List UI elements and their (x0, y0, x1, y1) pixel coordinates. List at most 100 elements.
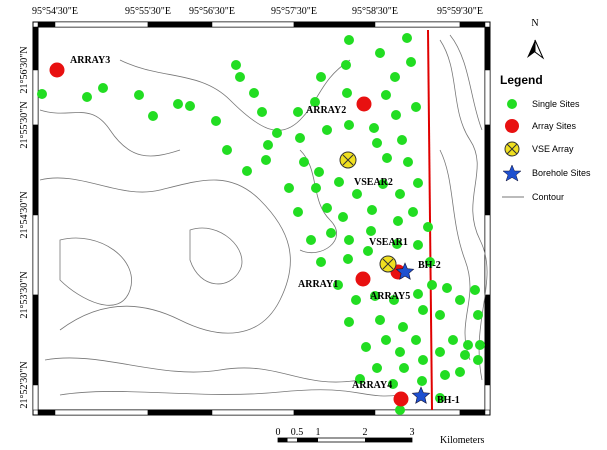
scale-label: 1 (316, 427, 321, 438)
border-segment (484, 69, 491, 126)
single-site (82, 92, 92, 102)
north-label: N (531, 18, 538, 29)
array-site (49, 62, 65, 78)
single-site (418, 355, 428, 365)
legend: Legend Single Sites Array Sites VSE Arra… (500, 73, 591, 202)
single-site (293, 207, 303, 217)
single-site (322, 125, 332, 135)
single-site (372, 138, 382, 148)
single-site (363, 246, 373, 256)
border-segment (32, 214, 39, 296)
legend-label: Array Sites (532, 121, 577, 131)
single-site (473, 310, 483, 320)
single-site (263, 140, 273, 150)
scale-label: 3 (410, 427, 415, 438)
longitude-label: 95°55'30"E (125, 6, 171, 17)
border-segment (484, 214, 491, 296)
single-site (473, 355, 483, 365)
single-site (235, 72, 245, 82)
sites (37, 33, 485, 415)
single-site (316, 72, 326, 82)
borehole-site (395, 262, 415, 280)
border-segment (37, 21, 56, 28)
map-area (37, 26, 486, 411)
longitude-label: 95°57'30"E (271, 6, 317, 17)
single-site (272, 128, 282, 138)
single-site (355, 374, 365, 384)
single-site (314, 167, 324, 177)
single-site (381, 335, 391, 345)
single-site (333, 280, 343, 290)
single-site (382, 153, 392, 163)
latitude-label: 21°53'30"N (19, 271, 30, 318)
single-site (435, 347, 445, 357)
single-site (344, 35, 354, 45)
border-segment (54, 409, 149, 416)
latitude-label: 21°52'30"N (19, 361, 30, 408)
single-site (372, 363, 382, 373)
legend-label: VSE Array (532, 144, 574, 154)
contours (39, 34, 488, 397)
single-site (398, 322, 408, 332)
single-site (395, 405, 405, 415)
single-site (395, 347, 405, 357)
longitude-label: 95°56'30"E (189, 6, 235, 17)
border-segment (32, 69, 39, 126)
border-segment (459, 409, 486, 416)
legend-symbol (504, 141, 520, 157)
single-site (231, 60, 241, 70)
border-segment (211, 409, 295, 416)
borehole-site (411, 386, 431, 404)
legend-label: Borehole Sites (532, 168, 591, 178)
single-site (242, 166, 252, 176)
vse-array-cross (342, 154, 354, 166)
single-site (249, 88, 259, 98)
site-label: BH-1 (437, 395, 460, 406)
single-site (427, 280, 437, 290)
border-segment (293, 409, 376, 416)
single-site (392, 239, 402, 249)
single-site (299, 157, 309, 167)
single-site (311, 183, 321, 193)
single-site (413, 289, 423, 299)
single-site (411, 102, 421, 112)
border-segment (459, 21, 486, 28)
border-segment (293, 21, 376, 28)
single-site (381, 90, 391, 100)
single-site (326, 228, 336, 238)
single-site (306, 235, 316, 245)
single-site (361, 342, 371, 352)
longitude-label: 95°54'30"E (32, 6, 78, 17)
single-site (134, 90, 144, 100)
single-site (435, 393, 445, 403)
single-site (344, 317, 354, 327)
legend-label: Single Sites (532, 99, 580, 109)
single-site (390, 72, 400, 82)
single-site (399, 363, 409, 373)
single-site (369, 123, 379, 133)
site-label: VSEAR1 (369, 237, 408, 248)
latitude-label: 21°56'30"N (19, 46, 30, 93)
border-segment (484, 384, 491, 411)
single-site (375, 48, 385, 58)
legend-label: Contour (532, 192, 564, 202)
array-site (355, 271, 371, 287)
border-segment (32, 294, 39, 386)
single-site (403, 157, 413, 167)
labels: 95°54'30"E 95°55'30"E 95°56'30"E 95°57'30"E… (19, 6, 483, 409)
single-site (341, 60, 351, 70)
site-label: VSEAR2 (354, 177, 393, 188)
single-site (351, 295, 361, 305)
single-site (338, 212, 348, 222)
single-site (222, 145, 232, 155)
legend-symbol (502, 164, 522, 182)
single-site (402, 33, 412, 43)
border-segment (32, 26, 39, 71)
single-site (284, 183, 294, 193)
border-segment (32, 124, 39, 216)
single-site (37, 89, 47, 99)
single-site (352, 189, 362, 199)
single-site (440, 370, 450, 380)
single-site (460, 350, 470, 360)
site-label: ARRAY2 (306, 105, 346, 116)
